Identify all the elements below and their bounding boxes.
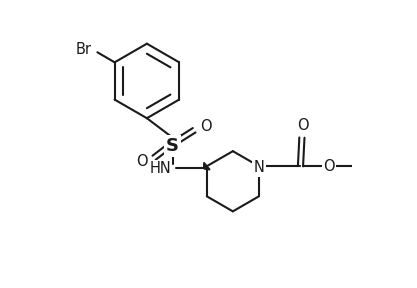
- Text: Br: Br: [75, 42, 92, 57]
- Text: O: O: [323, 159, 335, 174]
- Text: S: S: [166, 137, 179, 155]
- Text: N: N: [254, 160, 264, 175]
- Text: O: O: [298, 118, 309, 133]
- Text: O: O: [136, 154, 148, 169]
- Text: HN: HN: [149, 161, 171, 176]
- Text: O: O: [201, 119, 212, 134]
